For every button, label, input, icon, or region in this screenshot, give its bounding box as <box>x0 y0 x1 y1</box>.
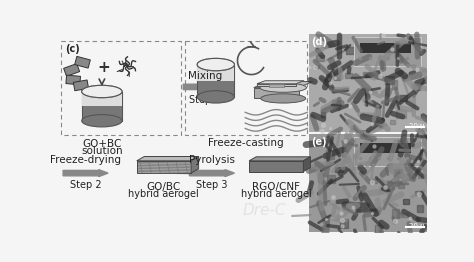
Text: 20 μ: 20 μ <box>409 123 424 129</box>
Polygon shape <box>340 220 348 228</box>
Polygon shape <box>396 110 406 118</box>
Polygon shape <box>363 72 373 75</box>
Polygon shape <box>403 199 409 204</box>
Polygon shape <box>249 161 303 172</box>
Polygon shape <box>303 157 310 172</box>
Bar <box>360 143 410 153</box>
Text: Freeze-drying: Freeze-drying <box>50 155 121 165</box>
Polygon shape <box>394 169 402 177</box>
Polygon shape <box>399 57 408 65</box>
Polygon shape <box>316 55 324 61</box>
Polygon shape <box>414 135 417 143</box>
Bar <box>354 37 421 66</box>
Text: Dre-C: Dre-C <box>243 203 286 217</box>
Polygon shape <box>385 75 394 84</box>
Polygon shape <box>412 85 420 90</box>
FancyArrow shape <box>190 170 235 177</box>
Bar <box>197 64 235 81</box>
Text: Pyrolysis: Pyrolysis <box>189 155 235 165</box>
Polygon shape <box>321 112 325 117</box>
Text: Freeze-casting: Freeze-casting <box>208 138 284 148</box>
Polygon shape <box>254 88 299 99</box>
Bar <box>360 43 410 53</box>
Polygon shape <box>315 65 319 68</box>
Polygon shape <box>391 121 395 124</box>
Text: Step 2: Step 2 <box>70 180 101 190</box>
Ellipse shape <box>82 85 122 98</box>
FancyArrow shape <box>63 170 108 177</box>
Polygon shape <box>392 209 399 218</box>
Text: GO+BC: GO+BC <box>82 139 121 149</box>
Text: (d): (d) <box>311 37 327 47</box>
Polygon shape <box>417 205 423 212</box>
Polygon shape <box>73 80 89 91</box>
Polygon shape <box>372 179 376 183</box>
Text: hybrid aerogel: hybrid aerogel <box>128 189 199 199</box>
Ellipse shape <box>197 91 235 103</box>
Polygon shape <box>327 176 335 183</box>
Bar <box>354 137 421 166</box>
Polygon shape <box>346 47 356 53</box>
Polygon shape <box>357 207 360 212</box>
Polygon shape <box>64 64 80 76</box>
Polygon shape <box>375 225 381 234</box>
Polygon shape <box>385 150 390 156</box>
Polygon shape <box>326 150 334 159</box>
Text: +: + <box>98 60 110 75</box>
Polygon shape <box>365 90 368 99</box>
Polygon shape <box>137 161 191 173</box>
Polygon shape <box>369 57 375 61</box>
Text: 20 μ: 20 μ <box>409 223 424 229</box>
Bar <box>197 64 235 97</box>
Polygon shape <box>402 174 410 180</box>
Polygon shape <box>66 75 81 85</box>
Polygon shape <box>191 156 199 173</box>
Polygon shape <box>334 73 340 80</box>
Text: (e): (e) <box>311 137 327 147</box>
Polygon shape <box>332 100 339 107</box>
Bar <box>82 91 122 106</box>
Ellipse shape <box>82 114 122 127</box>
Text: Step 1: Step 1 <box>189 95 221 105</box>
Bar <box>268 84 284 87</box>
Ellipse shape <box>197 58 235 71</box>
Bar <box>82 91 122 121</box>
Polygon shape <box>335 167 343 172</box>
Polygon shape <box>257 84 296 86</box>
Text: Mixing: Mixing <box>188 71 222 81</box>
Polygon shape <box>387 183 394 189</box>
Text: solution: solution <box>81 146 123 156</box>
Polygon shape <box>418 174 427 178</box>
Text: hybrid aerogel: hybrid aerogel <box>241 189 311 199</box>
Text: Step 3: Step 3 <box>196 180 228 190</box>
Ellipse shape <box>82 85 122 98</box>
Polygon shape <box>249 157 310 161</box>
Polygon shape <box>392 80 397 89</box>
FancyArrow shape <box>183 83 226 90</box>
Polygon shape <box>257 81 304 84</box>
Polygon shape <box>399 182 404 188</box>
Polygon shape <box>137 156 199 161</box>
Polygon shape <box>376 107 381 116</box>
Bar <box>185 41 307 135</box>
Bar <box>309 34 427 132</box>
Text: GO/BC: GO/BC <box>147 182 181 192</box>
Polygon shape <box>394 42 402 51</box>
Ellipse shape <box>260 83 307 92</box>
Text: RGO/CNF: RGO/CNF <box>252 182 300 192</box>
Polygon shape <box>415 191 423 195</box>
Polygon shape <box>397 214 408 217</box>
Polygon shape <box>254 81 313 88</box>
Bar <box>309 134 427 232</box>
Ellipse shape <box>197 58 235 71</box>
Polygon shape <box>75 56 91 68</box>
Polygon shape <box>345 73 352 78</box>
Ellipse shape <box>261 94 306 103</box>
Polygon shape <box>400 95 407 101</box>
Text: (c): (c) <box>65 44 80 54</box>
Polygon shape <box>367 150 378 156</box>
Polygon shape <box>397 48 402 52</box>
Bar <box>61 41 181 135</box>
